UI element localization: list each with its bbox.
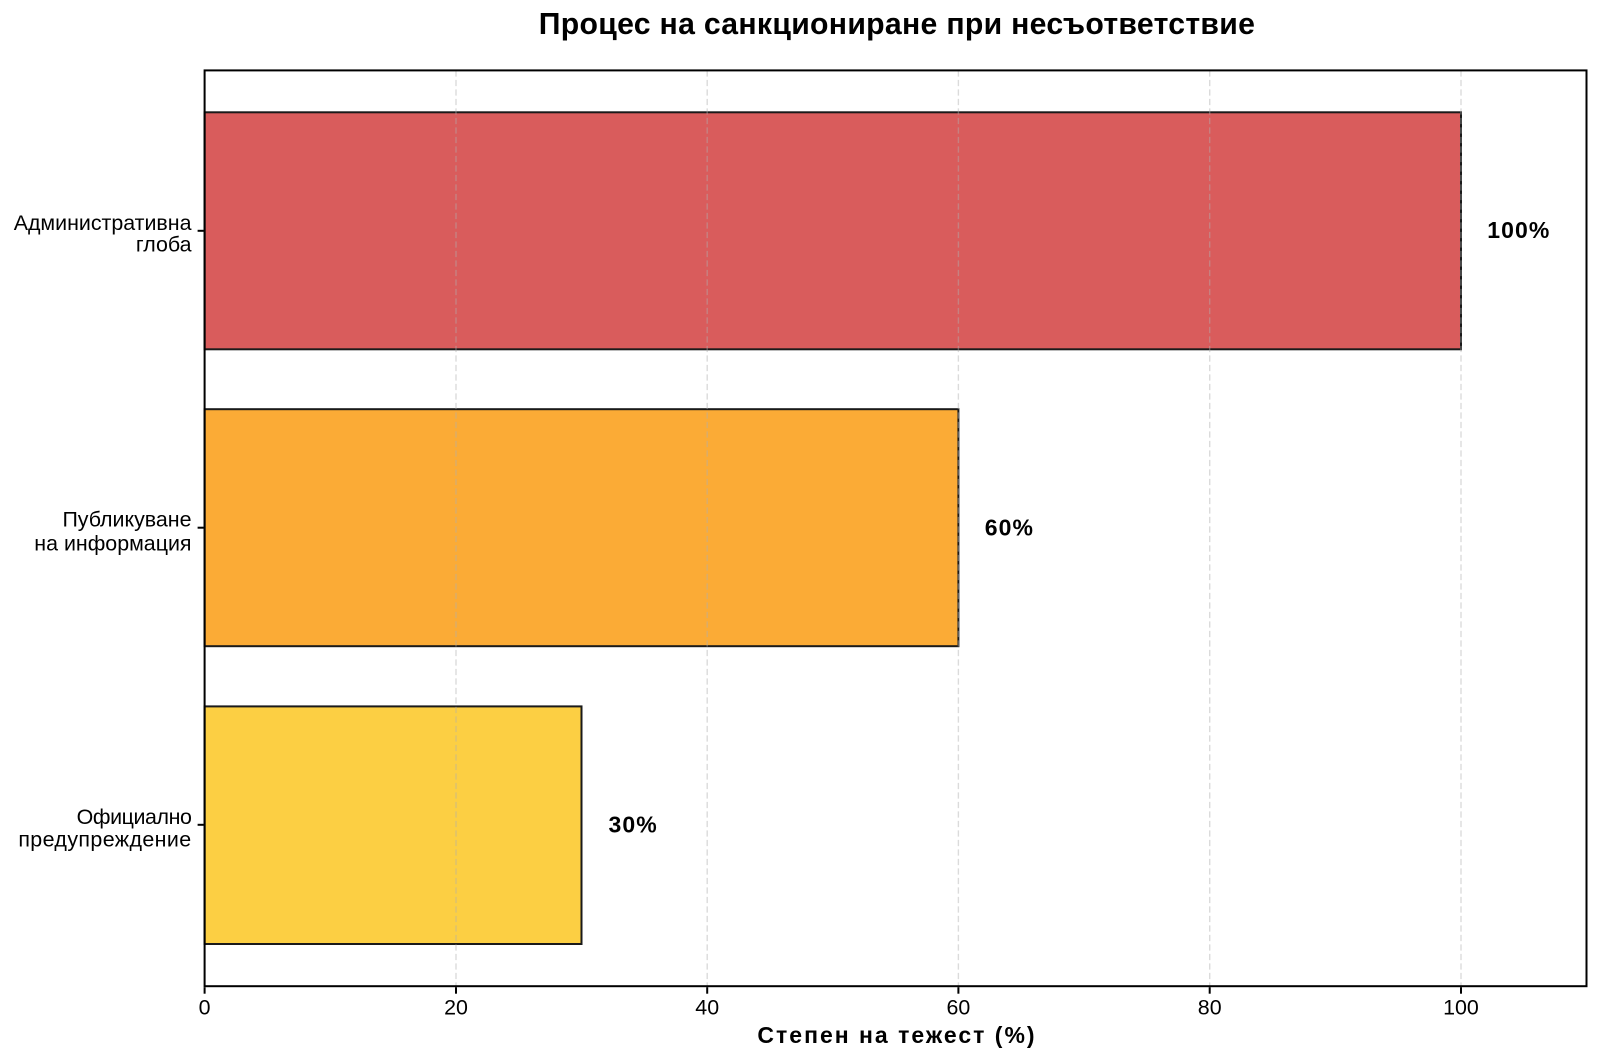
svg-text:0: 0 <box>199 996 211 1020</box>
svg-text:60%: 60% <box>985 515 1034 541</box>
svg-text:30%: 30% <box>609 812 658 838</box>
svg-text:Административна: Административна <box>14 211 192 235</box>
svg-text:Публикуване: Публикуване <box>62 508 191 532</box>
svg-text:80: 80 <box>1198 996 1222 1020</box>
svg-text:20: 20 <box>444 996 468 1020</box>
svg-text:Процес на санкциониране при не: Процес на санкциониране при несъответств… <box>539 8 1256 41</box>
svg-text:предупреждение: предупреждение <box>18 827 191 851</box>
svg-text:Официално: Официално <box>77 805 192 829</box>
svg-text:60: 60 <box>947 996 971 1020</box>
svg-text:100: 100 <box>1443 996 1479 1020</box>
svg-text:на информация: на информация <box>34 531 191 555</box>
svg-text:Степен на тежест (%): Степен на тежест (%) <box>757 1022 1036 1048</box>
svg-text:100%: 100% <box>1487 217 1550 243</box>
svg-text:глоба: глоба <box>136 232 192 256</box>
svg-text:40: 40 <box>695 996 719 1020</box>
